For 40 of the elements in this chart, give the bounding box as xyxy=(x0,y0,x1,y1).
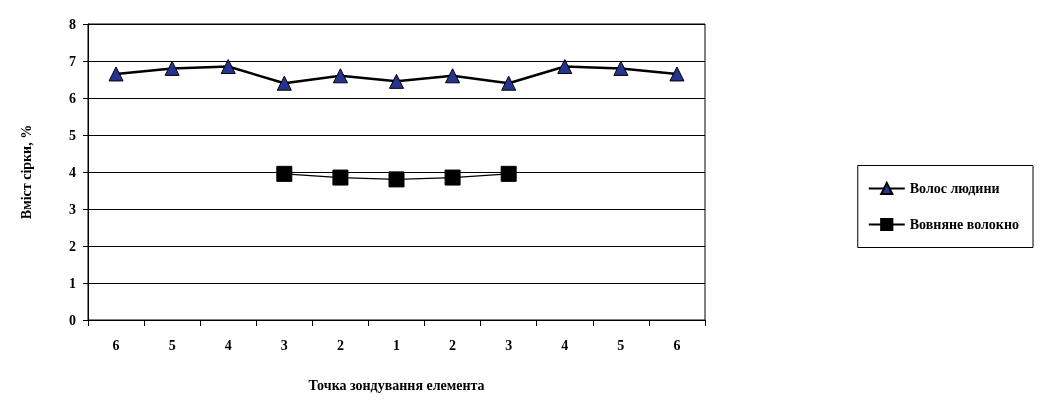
point xyxy=(445,68,461,84)
legend-label: Волос людини xyxy=(909,181,1000,196)
point xyxy=(500,165,517,182)
x-tick-label: 3 xyxy=(505,337,513,353)
x-tick-label: 3 xyxy=(280,337,288,353)
y-tick-label: 5 xyxy=(69,127,76,143)
x-tick-label: 4 xyxy=(561,337,569,353)
x-tick-label: 6 xyxy=(673,337,681,353)
y-tick-label: 2 xyxy=(69,238,76,254)
y-tick-label: 4 xyxy=(69,164,76,180)
x-tick-label: 6 xyxy=(112,337,120,353)
point xyxy=(332,68,348,84)
x-tick-label: 1 xyxy=(393,337,400,353)
point xyxy=(613,60,629,76)
y-tick-label: 6 xyxy=(69,90,76,106)
point xyxy=(557,59,573,75)
y-tick-label: 8 xyxy=(69,16,76,32)
legend-label: Вовняне волокно xyxy=(909,217,1020,232)
point xyxy=(501,75,517,91)
point xyxy=(669,66,685,82)
point xyxy=(389,73,404,89)
y-tick-label: 3 xyxy=(69,201,76,217)
point xyxy=(164,60,180,76)
y-tick-label: 1 xyxy=(69,275,76,291)
point xyxy=(332,169,349,186)
point xyxy=(108,66,124,82)
y-tick-label: 0 xyxy=(69,312,76,328)
point xyxy=(388,171,405,188)
point xyxy=(276,75,292,91)
x-tick-label: 5 xyxy=(617,337,625,353)
point xyxy=(444,169,461,186)
x-tick-label: 2 xyxy=(449,337,457,353)
y-tick-label: 7 xyxy=(69,53,76,69)
point xyxy=(220,59,236,75)
x-tick-label: 4 xyxy=(224,337,232,353)
y-axis-title: Вміст сірки, % xyxy=(18,124,34,220)
point xyxy=(276,165,293,182)
x-tick-label: 5 xyxy=(168,337,176,353)
x-tick-label: 2 xyxy=(336,337,344,353)
x-axis-title: Точка зондування елемента xyxy=(308,377,485,393)
